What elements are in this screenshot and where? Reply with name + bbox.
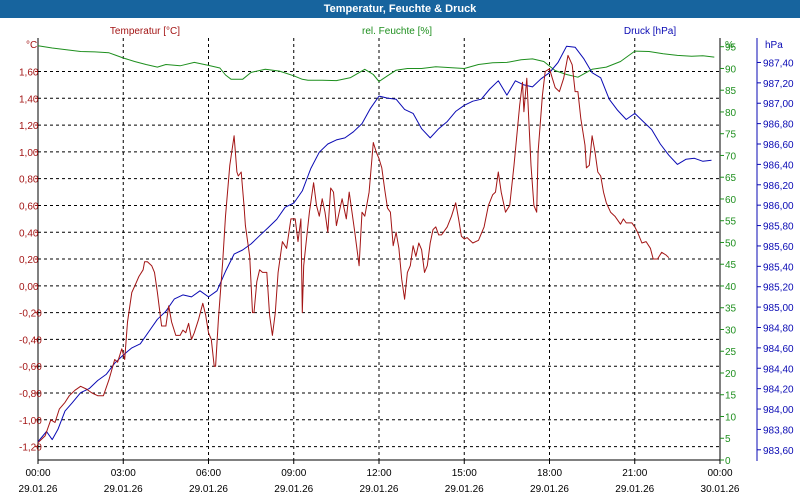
chart-title: Temperatur, Feuchte & Druck [0, 0, 800, 18]
temperature-tick-label: -1,20 [19, 443, 42, 454]
humidity-tick-label: 45 [725, 260, 737, 271]
humidity-tick-label: 30 [725, 325, 737, 336]
x-tick-label-time: 15:00 [452, 468, 477, 479]
temperature-tick-label: 1,40 [19, 94, 39, 105]
pressure-tick-label: 987,40 [763, 58, 794, 69]
humidity-tick-label: 20 [725, 369, 737, 380]
humidity-tick-label: 65 [725, 173, 737, 184]
x-tick-label-time: 18:00 [537, 468, 562, 479]
x-tick-label-time: 06:00 [196, 468, 221, 479]
temperature-axis-title: Temperatur [°C] [110, 26, 180, 37]
temperature-axis-unit: °C [26, 40, 37, 51]
temperature-tick-label: -1,00 [19, 416, 42, 427]
x-tick-label-time: 21:00 [622, 468, 647, 479]
pressure-tick-label: 984,40 [763, 364, 794, 375]
pressure-tick-label: 983,80 [763, 425, 794, 436]
temperature-tick-label: -0,60 [19, 362, 42, 373]
x-tick-label-time: 00:00 [707, 468, 732, 479]
temperature-tick-label: -0,80 [19, 389, 42, 400]
pressure-tick-label: 985,60 [763, 242, 794, 253]
pressure-tick-label: 987,20 [763, 79, 794, 90]
temperature-tick-label: 1,20 [19, 121, 39, 132]
temperature-tick-label: -0,20 [19, 309, 42, 320]
x-tick-label-date: 29.01.26 [189, 484, 228, 495]
humidity-tick-label: 0 [725, 456, 731, 467]
x-tick-label-date: 29.01.26 [274, 484, 313, 495]
pressure-tick-label: 984,80 [763, 323, 794, 334]
humidity-tick-label: 80 [725, 108, 737, 119]
temperature-tick-label: 1,00 [19, 148, 39, 159]
pressure-tick-label: 984,20 [763, 385, 794, 396]
x-tick-label-time: 12:00 [366, 468, 391, 479]
temperature-tick-label: 0,40 [19, 228, 39, 239]
x-tick-label-time: 03:00 [111, 468, 136, 479]
humidity-tick-label: 55 [725, 217, 737, 228]
humidity-axis-unit: % [725, 40, 734, 51]
humidity-tick-label: 95 [725, 43, 737, 54]
x-tick-label-time: 00:00 [25, 468, 50, 479]
temperature-tick-label: 1,60 [19, 67, 39, 78]
x-tick-label-date: 29.01.26 [19, 484, 58, 495]
temperature-tick-label: 0,00 [19, 282, 39, 293]
pressure-tick-label: 986,60 [763, 140, 794, 151]
humidity-tick-label: 10 [725, 412, 737, 423]
humidity-tick-label: 75 [725, 130, 737, 141]
humidity-tick-label: 35 [725, 304, 737, 315]
humidity-tick-label: 90 [725, 64, 737, 75]
pressure-tick-label: 986,00 [763, 201, 794, 212]
x-tick-label-date: 29.01.26 [615, 484, 654, 495]
humidity-tick-label: 70 [725, 151, 737, 162]
pressure-tick-label: 984,60 [763, 344, 794, 355]
humidity-tick-label: 15 [725, 391, 737, 402]
humidity-tick-label: 60 [725, 195, 737, 206]
pressure-tick-label: 985,00 [763, 303, 794, 314]
pressure-tick-label: 986,20 [763, 181, 794, 192]
temperature-tick-label: -0,40 [19, 335, 42, 346]
temperature-tick-label: 0,60 [19, 201, 39, 212]
humidity-axis-title: rel. Feuchte [%] [362, 26, 432, 37]
humidity-tick-label: 50 [725, 238, 737, 249]
humidity-tick-label: 5 [725, 434, 731, 445]
x-tick-label-date: 30.01.26 [701, 484, 740, 495]
pressure-axis-unit: hPa [765, 40, 783, 51]
pressure-axis-title: Druck [hPa] [624, 26, 676, 37]
pressure-series-line [37, 45, 712, 443]
temperature-series-line [37, 54, 670, 443]
pressure-tick-label: 987,00 [763, 99, 794, 110]
x-tick-label-date: 29.01.26 [530, 484, 569, 495]
pressure-tick-label: 986,80 [763, 120, 794, 131]
x-tick-label-date: 29.01.26 [360, 484, 399, 495]
pressure-tick-label: 985,20 [763, 283, 794, 294]
x-tick-label-date: 29.01.26 [104, 484, 143, 495]
temperature-tick-label: 0,20 [19, 255, 39, 266]
humidity-series-line [37, 45, 715, 82]
humidity-tick-label: 40 [725, 282, 737, 293]
x-tick-label-date: 29.01.26 [445, 484, 484, 495]
pressure-tick-label: 983,60 [763, 446, 794, 457]
pressure-tick-label: 985,80 [763, 222, 794, 233]
temperature-tick-label: 0,80 [19, 175, 39, 186]
x-tick-label-time: 09:00 [281, 468, 306, 479]
pressure-tick-label: 984,00 [763, 405, 794, 416]
humidity-tick-label: 25 [725, 347, 737, 358]
humidity-tick-label: 85 [725, 86, 737, 97]
pressure-tick-label: 985,40 [763, 262, 794, 273]
pressure-tick-label: 986,40 [763, 160, 794, 171]
